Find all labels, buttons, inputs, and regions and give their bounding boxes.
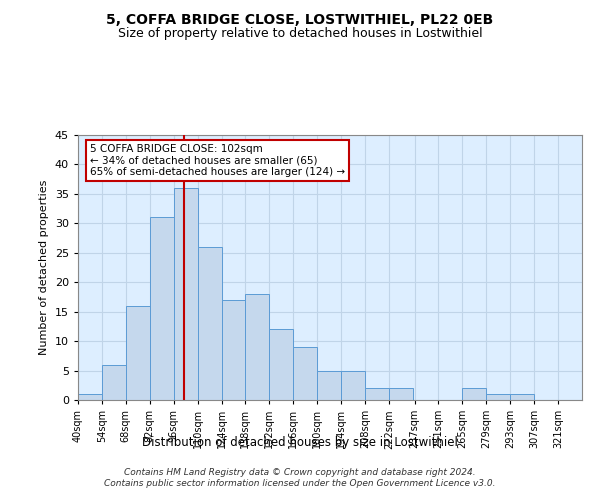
- Text: 5 COFFA BRIDGE CLOSE: 102sqm
← 34% of detached houses are smaller (65)
65% of se: 5 COFFA BRIDGE CLOSE: 102sqm ← 34% of de…: [90, 144, 345, 177]
- Bar: [463, 388, 487, 400]
- Bar: [126, 306, 150, 400]
- Bar: [341, 370, 365, 400]
- Text: 5, COFFA BRIDGE CLOSE, LOSTWITHIEL, PL22 0EB: 5, COFFA BRIDGE CLOSE, LOSTWITHIEL, PL22…: [106, 12, 494, 26]
- Bar: [197, 247, 221, 400]
- Bar: [269, 330, 293, 400]
- Text: Size of property relative to detached houses in Lostwithiel: Size of property relative to detached ho…: [118, 28, 482, 40]
- Y-axis label: Number of detached properties: Number of detached properties: [39, 180, 49, 355]
- Bar: [293, 347, 317, 400]
- Bar: [317, 370, 341, 400]
- Bar: [510, 394, 534, 400]
- Text: Contains HM Land Registry data © Crown copyright and database right 2024.
Contai: Contains HM Land Registry data © Crown c…: [104, 468, 496, 487]
- Bar: [245, 294, 269, 400]
- Bar: [150, 218, 173, 400]
- Bar: [173, 188, 197, 400]
- Bar: [221, 300, 245, 400]
- Text: Distribution of detached houses by size in Lostwithiel: Distribution of detached houses by size …: [142, 436, 458, 449]
- Bar: [365, 388, 389, 400]
- Bar: [487, 394, 510, 400]
- Bar: [78, 394, 102, 400]
- Bar: [102, 364, 126, 400]
- Bar: [389, 388, 413, 400]
